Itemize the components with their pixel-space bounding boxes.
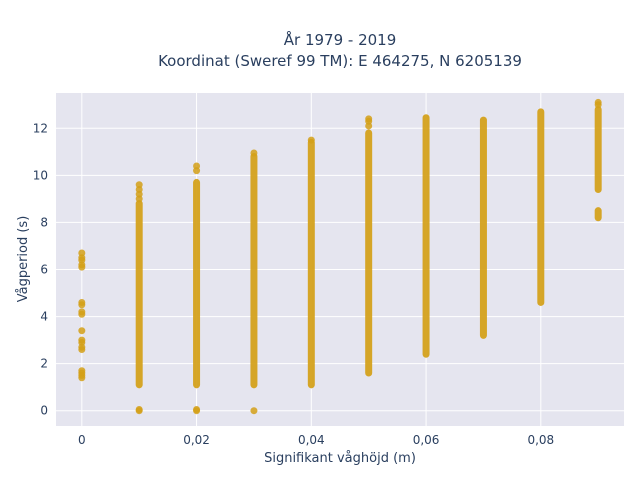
y-axis-title: Vågperiod (s) <box>16 216 31 303</box>
data-point <box>594 98 602 106</box>
data-point <box>78 336 86 344</box>
data-markers <box>78 98 602 415</box>
x-tick-label: 0,02 <box>183 433 210 447</box>
data-point <box>135 406 143 414</box>
x-tick-label: 0 <box>78 433 86 447</box>
data-point <box>365 115 373 123</box>
data-point <box>307 136 315 144</box>
y-tick-label: 8 <box>40 215 48 229</box>
chart-title-line1: År 1979 - 2019 <box>284 30 397 49</box>
x-tick-label: 0,04 <box>298 433 325 447</box>
plot-area <box>56 93 624 426</box>
x-axis-title: Signifikant våghöjd (m) <box>264 451 416 466</box>
y-tick-label: 4 <box>40 310 48 324</box>
data-point <box>78 249 86 257</box>
tick-labels: 0 0,02 0,04 0,06 0,08 0 2 4 6 8 10 12 <box>33 121 554 447</box>
y-tick-label: 12 <box>33 121 48 135</box>
data-point <box>193 406 201 414</box>
data-point <box>193 162 201 170</box>
chart-title-line2: Koordinat (Sweref 99 TM): E 464275, N 62… <box>158 52 522 70</box>
y-tick-label: 2 <box>40 357 48 371</box>
data-point <box>78 327 86 335</box>
x-tick-label: 0,06 <box>413 433 440 447</box>
y-tick-label: 10 <box>33 168 48 182</box>
data-point <box>250 407 258 415</box>
x-tick-label: 0,08 <box>527 433 554 447</box>
y-tick-label: 6 <box>40 263 48 277</box>
data-point <box>78 308 86 316</box>
data-point <box>250 149 258 157</box>
data-point <box>135 181 143 189</box>
data-point <box>78 298 86 306</box>
y-tick-label: 0 <box>40 404 48 418</box>
data-point <box>78 367 86 375</box>
